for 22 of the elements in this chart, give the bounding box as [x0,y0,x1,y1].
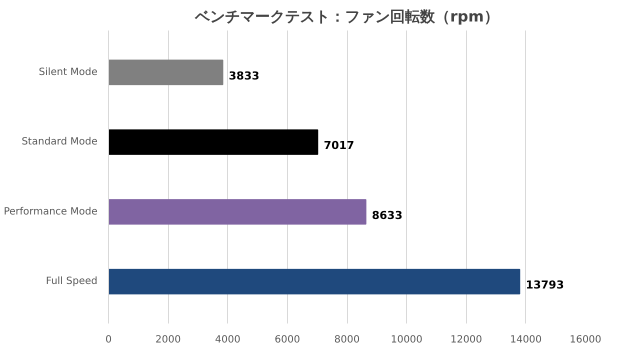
y-tick-label: Standard Mode [22,136,98,148]
data-label: 3833 [228,69,260,82]
x-tick-label: 0 [105,334,112,346]
data-label: 7017 [324,139,354,152]
data-label: 13793 [526,278,564,292]
bar [108,199,366,225]
x-tick-label: 6000 [274,334,300,346]
y-tick-label: Silent Mode [38,66,98,78]
y-tick-label: Full Speed [46,276,98,288]
x-tick-label: 4000 [215,334,240,346]
x-tick-label: 12000 [450,334,482,346]
chart-title: ベンチマークテスト：ファン回転数（rpm） [194,8,499,26]
bar [108,129,318,155]
y-tick-label: Performance Mode [4,206,98,218]
x-tick-label: 8000 [334,334,360,346]
bar [108,60,224,86]
data-label: 8633 [372,208,402,222]
x-tick-label: 10000 [390,334,423,346]
x-tick-label: 16000 [570,334,602,346]
x-tick-label: 14000 [510,334,542,346]
bar [108,268,520,294]
x-tick-label: 2000 [155,334,181,346]
